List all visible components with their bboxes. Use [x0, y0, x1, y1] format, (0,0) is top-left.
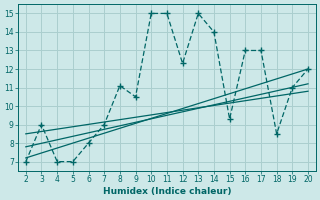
- X-axis label: Humidex (Indice chaleur): Humidex (Indice chaleur): [103, 187, 231, 196]
